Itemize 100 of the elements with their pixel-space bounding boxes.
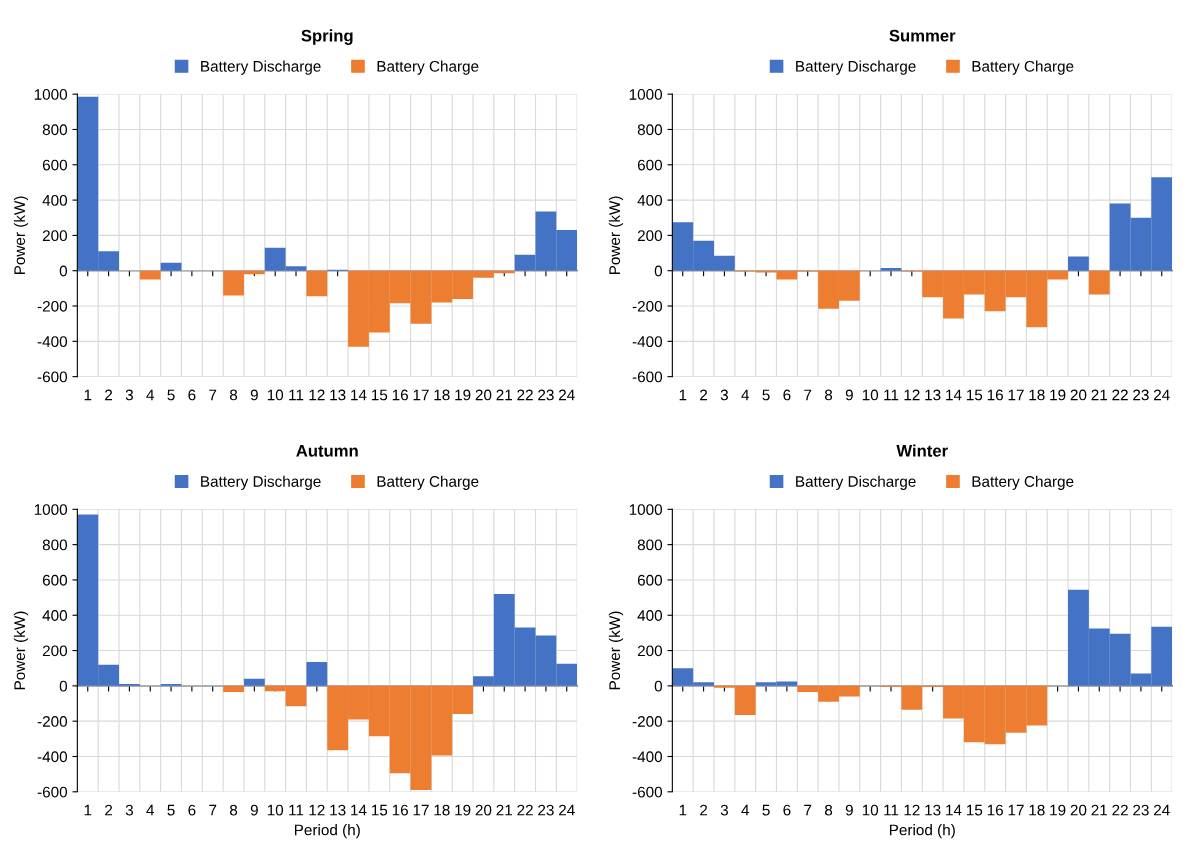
x-tick-label: 12 [904, 804, 920, 816]
x-tick-label: 5 [167, 804, 175, 816]
x-tick-label: 24 [1154, 389, 1170, 401]
chart-title: Autumn [296, 445, 358, 457]
chart-title: Winter [896, 444, 948, 457]
x-tick-label: 8 [229, 389, 238, 401]
x-tick-label: 5 [167, 389, 175, 401]
x-tick-label: 10 [267, 389, 284, 401]
y-tick-label: -200 [632, 716, 663, 727]
x-tick-label: 22 [1112, 389, 1128, 401]
y-tick-label: 400 [42, 610, 68, 621]
y-tick-label: 400 [637, 194, 663, 206]
legend-label: Battery Charge [972, 60, 1074, 75]
y-tick-label: -400 [37, 336, 68, 348]
x-tick-label: 15 [966, 804, 983, 816]
y-tick-label: 1000 [629, 89, 663, 100]
x-tick-label: 6 [188, 804, 196, 816]
legend-label: Battery Discharge [201, 60, 321, 75]
y-tick-label: -600 [37, 786, 68, 798]
x-tick-label: 1 [84, 389, 92, 401]
y-tick-label: 800 [42, 124, 68, 136]
x-tick-label: 21 [496, 389, 513, 401]
x-tick-label: 23 [538, 389, 554, 401]
x-axis-title: Period (h) [294, 824, 360, 839]
x-tick-label: 13 [330, 389, 346, 401]
bar [160, 262, 182, 271]
x-tick-label: 16 [987, 804, 1003, 816]
x-tick-label: 7 [804, 804, 812, 816]
x-tick-label: 14 [351, 389, 367, 401]
x-tick-label: 18 [434, 389, 450, 401]
x-tick-label: 17 [413, 804, 429, 816]
legend-label: Battery Discharge [796, 475, 916, 490]
x-tick-label: 3 [125, 389, 133, 401]
x-tick-label: 17 [413, 389, 429, 401]
x-tick-label: 12 [309, 389, 325, 401]
x-tick-label: 9 [250, 804, 258, 816]
y-tick-label: 800 [637, 124, 663, 136]
y-tick-label: 200 [637, 645, 663, 657]
x-tick-label: 11 [289, 804, 304, 816]
chart-title: Spring [301, 29, 353, 45]
x-tick-label: 23 [538, 804, 554, 816]
y-tick-label: 600 [42, 159, 68, 171]
x-tick-label: 2 [105, 804, 113, 816]
x-tick-label: 3 [125, 804, 133, 816]
x-tick-label: 24 [1154, 804, 1170, 816]
x-tick-label: 14 [351, 804, 367, 816]
x-tick-label: 5 [762, 389, 770, 401]
x-tick-label: 6 [783, 804, 791, 816]
x-tick-label: 2 [700, 389, 708, 401]
x-tick-label: 10 [267, 804, 284, 816]
x-tick-label: 22 [1112, 804, 1128, 816]
x-tick-label: 14 [946, 804, 962, 816]
x-tick-label: 17 [1008, 389, 1024, 401]
chart-title: Summer [889, 29, 956, 42]
y-axis-title: Power (kW) [13, 611, 29, 690]
x-tick-label: 7 [209, 804, 217, 816]
x-tick-label: 23 [1133, 389, 1149, 401]
y-tick-label: 0 [654, 265, 663, 277]
x-tick-label: 9 [845, 389, 853, 401]
y-tick-label: 1000 [629, 504, 663, 516]
x-tick-label: 4 [146, 804, 155, 816]
bar [1088, 270, 1110, 295]
x-tick-label: 4 [741, 389, 750, 401]
x-tick-label: 22 [517, 389, 533, 401]
x-tick-label: 6 [783, 389, 791, 401]
y-tick-label: 1000 [34, 504, 68, 516]
bar [306, 662, 328, 686]
y-tick-label: -400 [37, 751, 68, 763]
x-tick-label: 20 [1070, 804, 1087, 816]
x-tick-label: 8 [824, 804, 833, 816]
x-tick-label: 7 [804, 389, 812, 401]
x-tick-label: 24 [559, 804, 575, 816]
y-tick-label: -600 [632, 371, 663, 383]
x-axis-title: Period (h) [889, 824, 955, 839]
y-tick-label: -600 [37, 371, 68, 383]
x-tick-label: 9 [250, 389, 258, 401]
y-tick-label: 400 [637, 610, 663, 621]
x-tick-label: 8 [229, 804, 238, 816]
x-tick-label: 2 [700, 804, 708, 816]
y-tick-label: 1000 [34, 89, 68, 100]
y-tick-label: 200 [637, 230, 663, 242]
y-tick-label: -200 [37, 300, 68, 312]
x-tick-label: 1 [679, 804, 687, 816]
y-axis-title: Power (kW) [13, 196, 29, 275]
x-tick-label: 23 [1133, 804, 1149, 816]
bar [223, 685, 244, 693]
bar [243, 678, 265, 686]
x-tick-label: 17 [1008, 804, 1024, 816]
x-tick-label: 10 [862, 389, 879, 401]
x-tick-label: 16 [392, 804, 408, 816]
y-tick-label: -400 [632, 751, 663, 763]
legend-label: Battery Charge [377, 475, 479, 490]
legend-label: Battery Discharge [201, 475, 321, 490]
x-tick-label: 12 [309, 804, 325, 816]
x-tick-label: 19 [455, 804, 471, 816]
legend-label: Battery Charge [972, 475, 1074, 490]
x-tick-label: 19 [455, 389, 471, 401]
x-tick-label: 5 [762, 804, 770, 816]
x-tick-label: 19 [1050, 389, 1066, 401]
x-tick-label: 3 [720, 389, 728, 401]
